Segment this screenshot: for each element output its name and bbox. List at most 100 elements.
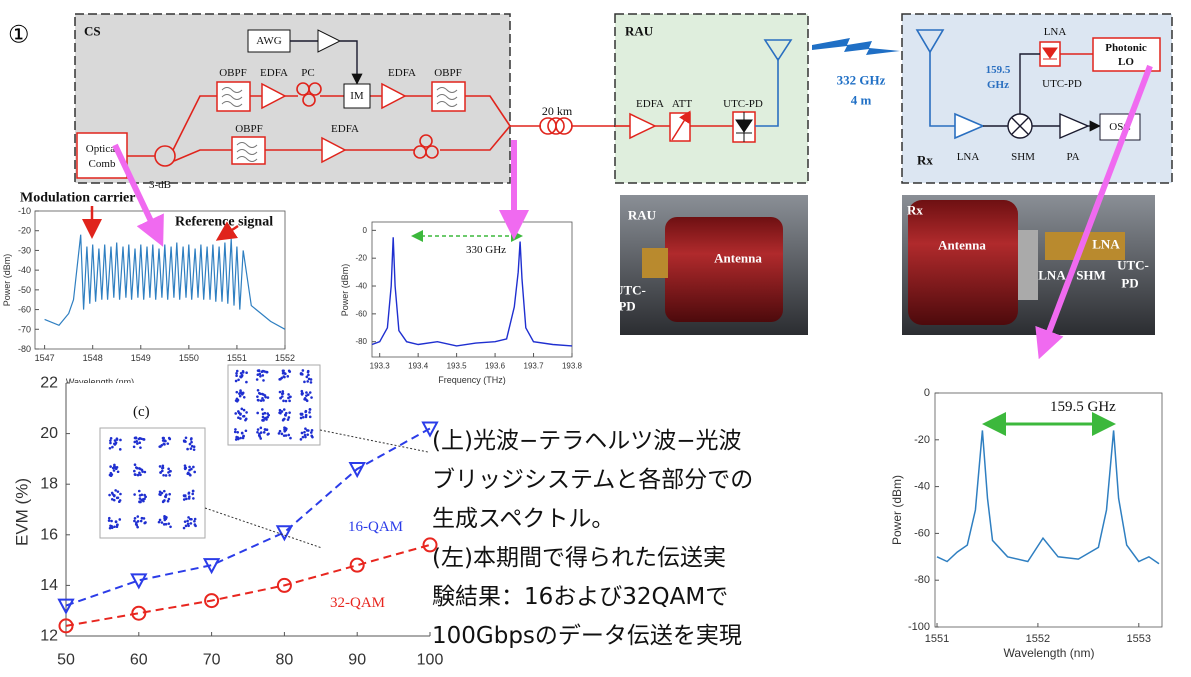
constellation-dot	[239, 389, 242, 392]
annotation: Reference signal	[175, 215, 273, 230]
constellation-dot	[303, 431, 306, 434]
chart: 0-20-40-60-80-100155115521553Power (dBm)…	[890, 387, 1162, 660]
constellation-dot	[137, 474, 140, 477]
constellation-dot	[116, 525, 119, 528]
series-label: 32-QAM	[330, 595, 385, 611]
constellation-dot	[187, 523, 190, 526]
constellation-dot	[241, 393, 244, 396]
x-tick-label: 70	[203, 652, 221, 669]
constellation-dot	[310, 396, 313, 399]
constellation-dot	[243, 409, 246, 412]
constellation-dot	[287, 393, 290, 396]
pc-label: PC	[301, 67, 314, 79]
photo-label: Rx	[907, 203, 923, 218]
y-tick-label: -50	[18, 285, 31, 295]
edfa-label: EDFA	[636, 98, 664, 110]
block-title: RAU	[625, 24, 654, 39]
series-label: 16-QAM	[348, 519, 403, 535]
awg-label: AWG	[256, 35, 281, 47]
constellation-dot	[163, 490, 166, 493]
cs-block: CS AWG Optical Comb 3-dB IM OBPF EDFA PC…	[75, 14, 510, 191]
constellation-dot	[279, 430, 282, 433]
constellation-dot	[167, 522, 170, 525]
constellation-dot	[237, 436, 240, 439]
constellation-dot	[259, 437, 262, 440]
constellation-dot	[116, 438, 119, 441]
constellation-dot	[113, 464, 116, 467]
constellation-dot	[165, 516, 168, 519]
rau-block: RAU EDFA ATT UTC-PD	[615, 14, 808, 183]
constellation-dot	[301, 390, 304, 393]
constellation-dot	[282, 372, 285, 375]
constellation-dot	[139, 473, 142, 476]
constellation-dot	[159, 465, 162, 468]
constellation-dot	[305, 391, 308, 394]
constellation-dot	[119, 448, 122, 451]
constellation-dot	[285, 412, 288, 415]
constellation-dot	[259, 375, 262, 378]
constellation-dot	[300, 413, 303, 416]
constellation-dot	[111, 446, 114, 449]
constellation-dot	[237, 379, 240, 382]
constellation-dot	[184, 464, 187, 467]
constellation-dot	[266, 433, 269, 436]
constellation-dot	[162, 439, 165, 442]
constellation-dot	[236, 370, 239, 373]
constellation-dot	[311, 429, 314, 432]
annotation: (c)	[133, 404, 150, 420]
constellation-dot	[138, 490, 141, 493]
photo-label: RAU	[628, 208, 657, 223]
constellation-dot	[245, 429, 248, 432]
x-tick-label: 90	[348, 652, 366, 669]
constellation-dot	[238, 412, 241, 415]
constellation-dot	[140, 520, 143, 523]
constellation-dot	[165, 474, 168, 477]
block-title: Rx	[917, 153, 933, 168]
constellation-dot	[309, 408, 312, 411]
constellation-dot	[168, 437, 171, 440]
x-tick-label: 1551	[227, 353, 247, 363]
constellation-dot	[260, 427, 263, 430]
constellation-dot	[134, 463, 137, 466]
constellation-dot	[167, 468, 170, 471]
constellation-dot	[245, 371, 248, 374]
constellation-dot	[263, 370, 266, 373]
constellation-dot	[284, 372, 287, 375]
constellation-dot	[239, 395, 242, 398]
constellation-dot	[184, 468, 187, 471]
constellation-dot	[304, 411, 307, 414]
constellation-dot	[134, 517, 137, 520]
y-tick-label: 14	[40, 577, 58, 594]
y-tick-label: 16	[40, 526, 58, 543]
constellation-dot	[257, 428, 260, 431]
constellation-dot	[257, 399, 260, 402]
constellation-dot	[281, 433, 284, 436]
constellation-dot	[169, 525, 172, 528]
constellation-dot	[234, 431, 237, 434]
constellation-dot	[110, 525, 113, 528]
y-axis-label: EVM (%)	[13, 478, 32, 546]
x-tick-label: 1551	[925, 633, 949, 645]
constellation-dot	[109, 439, 112, 442]
constellation-dot	[188, 497, 191, 500]
y-tick-label: -40	[355, 282, 367, 291]
constellation-dot	[188, 466, 191, 469]
fiber: 20 km	[510, 104, 630, 134]
constellation-dot	[115, 521, 118, 524]
constellation-dot	[258, 392, 261, 395]
constellation-dot	[287, 418, 290, 421]
constellation-dot	[242, 371, 245, 374]
constellation-dot	[166, 442, 169, 445]
photo-label: SHM	[1076, 268, 1106, 283]
constellation-dot	[241, 432, 244, 435]
constellation-dot	[186, 520, 189, 523]
constellation-dot	[266, 428, 269, 431]
constellation-dot	[193, 471, 196, 474]
constellation-dot	[137, 520, 140, 523]
x-tick-label: 1552	[275, 353, 295, 363]
constellation-dot	[119, 439, 122, 442]
constellation-dot	[136, 515, 139, 518]
constellation-dot	[302, 369, 305, 372]
constellation-dot	[143, 497, 146, 500]
constellation-dot	[260, 431, 263, 434]
